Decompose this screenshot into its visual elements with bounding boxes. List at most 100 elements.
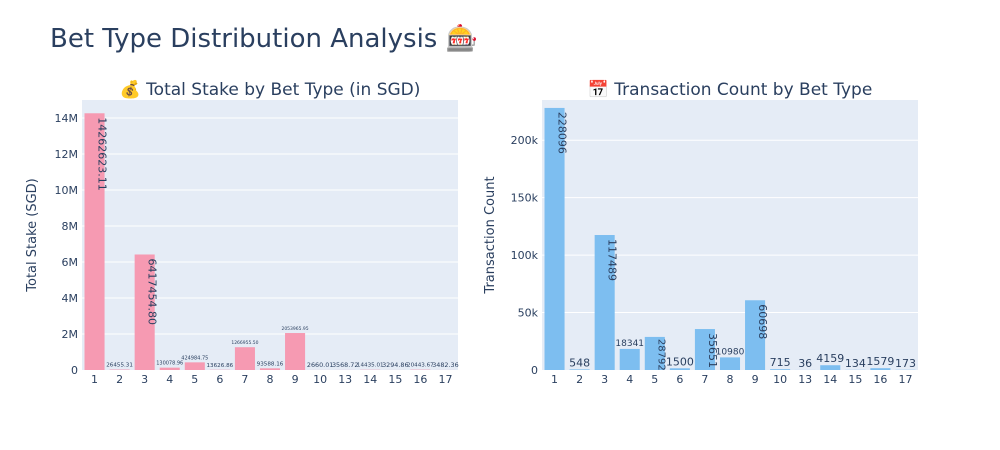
count-data-label: 60698 — [756, 304, 769, 339]
stake-data-label: 424984.75 — [181, 355, 208, 361]
stake-data-label: 14435.01 — [357, 363, 384, 369]
count-y-tick-label: 150k — [511, 192, 539, 205]
stake-bar — [184, 362, 205, 370]
count-x-tick-label: 4 — [626, 373, 633, 386]
stake-x-tick-label: 15 — [388, 373, 402, 386]
count-chart: 0 50k 100k 150k 200k 1 2 3 4 5 6 7 8 9 10 13 14 15 16 17 228… — [483, 79, 918, 386]
stake-data-label: 2053965.95 — [281, 326, 308, 332]
count-bar — [820, 365, 841, 370]
count-data-label: 1579 — [866, 355, 894, 368]
count-x-tick-label: 8 — [727, 373, 734, 386]
count-y-tick-label: 200k — [511, 134, 539, 147]
page-title: Bet Type Distribution Analysis 🎰 — [50, 24, 478, 54]
stake-x-tick-label: 10 — [313, 373, 327, 386]
stake-data-label: 130078.96 — [156, 361, 183, 367]
count-data-label: 548 — [569, 356, 590, 369]
stake-bar — [234, 347, 255, 370]
count-x-tick-label: 15 — [848, 373, 862, 386]
count-bar — [544, 107, 565, 371]
count-y-axis-title: Transaction Count — [483, 176, 498, 294]
count-x-tick-label: 9 — [752, 373, 759, 386]
count-x-tick-label: 16 — [873, 373, 887, 386]
stake-bar — [84, 113, 105, 371]
count-x-tick-label: 14 — [823, 373, 837, 386]
stake-x-tick-label: 17 — [438, 373, 452, 386]
stake-data-label: 13626.86 — [207, 363, 234, 369]
stake-chart-title: 💰 Total Stake by Bet Type (in SGD) — [120, 79, 421, 100]
stake-data-label: 3568.72 — [332, 361, 358, 369]
stake-data-label: 26455.31 — [106, 363, 133, 369]
count-bar — [619, 348, 640, 370]
count-bar — [569, 369, 590, 370]
count-y-tick-label: 100k — [511, 249, 539, 262]
stake-data-label: 1266955.50 — [231, 340, 258, 346]
count-x-tick-label: 17 — [898, 373, 912, 386]
count-x-tick-label: 13 — [798, 373, 812, 386]
stake-x-tick-label: 3 — [141, 373, 148, 386]
count-x-tick-label: 6 — [676, 373, 683, 386]
stake-x-tick-label: 14 — [363, 373, 377, 386]
count-data-label: 134 — [845, 357, 866, 370]
stake-data-label: 2660.01 — [307, 361, 333, 369]
stake-bar — [159, 367, 180, 370]
count-data-label: 715 — [770, 356, 791, 369]
count-data-label: 173 — [895, 357, 916, 370]
count-data-label: 36 — [798, 357, 812, 370]
stake-x-tick-label: 1 — [91, 373, 98, 386]
stake-x-tick-label: 7 — [241, 373, 248, 386]
stake-y-tick-label: 14M — [55, 112, 79, 125]
stake-x-tick-label: 9 — [292, 373, 299, 386]
count-bar — [870, 368, 891, 370]
stake-bar — [134, 254, 155, 370]
stake-data-label: 93588.16 — [257, 361, 284, 367]
count-bar — [745, 300, 766, 370]
stake-data-label: 3482.36 — [432, 361, 458, 369]
stake-y-tick-label: 2M — [62, 328, 79, 341]
count-x-tick-label: 2 — [576, 373, 583, 386]
count-data-label: 117489 — [606, 239, 619, 281]
stake-data-label: 14262623.11 — [96, 117, 109, 190]
stake-x-tick-label: 13 — [338, 373, 352, 386]
stake-chart: 0 2M 4M 6M 8M 10M 12M 14M 1 2 3 4 5 6 7 8 9 10 13 14 15 16 17 1… — [25, 79, 459, 386]
stake-data-label: 6417454.80 — [146, 258, 159, 324]
count-data-label: 28792 — [655, 339, 666, 371]
stake-y-tick-label: 6M — [62, 256, 79, 269]
count-data-label: 228096 — [556, 112, 569, 154]
stake-y-axis-title: Total Stake (SGD) — [25, 178, 40, 292]
count-data-label: 1500 — [666, 355, 694, 368]
stake-bar — [259, 368, 281, 370]
stake-x-tick-label: 2 — [116, 373, 123, 386]
count-x-tick-label: 3 — [601, 373, 608, 386]
stake-data-label: 3294.86 — [382, 361, 408, 369]
stake-y-tick-label: 10M — [55, 184, 79, 197]
count-y-tick-label: 50k — [518, 307, 539, 320]
count-chart-title: 📅 Transaction Count by Bet Type — [588, 79, 873, 100]
stake-data-label: 20443.67 — [407, 363, 434, 369]
stake-x-tick-label: 5 — [191, 373, 198, 386]
stake-y-tick-label: 4M — [62, 292, 79, 305]
count-bar — [594, 235, 615, 370]
count-data-label: 35651 — [706, 333, 719, 368]
count-bar — [669, 368, 690, 370]
count-bar — [770, 369, 791, 370]
count-bar — [694, 329, 715, 370]
count-x-tick-label: 5 — [651, 373, 658, 386]
stake-y-tick-label: 8M — [62, 220, 79, 233]
stake-y-tick-label: 0 — [71, 364, 78, 377]
stake-x-tick-label: 4 — [166, 373, 173, 386]
stake-y-tick-label: 12M — [55, 148, 79, 161]
count-bar — [719, 357, 741, 370]
stake-x-tick-label: 8 — [267, 373, 274, 386]
count-bar — [644, 336, 665, 370]
count-data-label: 10980 — [716, 347, 745, 357]
count-x-tick-label: 10 — [773, 373, 787, 386]
count-y-tick-label: 0 — [531, 364, 538, 377]
count-x-tick-label: 7 — [701, 373, 708, 386]
count-x-tick-label: 1 — [551, 373, 558, 386]
count-data-label: 18341 — [615, 339, 644, 349]
count-data-label: 4159 — [816, 352, 844, 365]
stake-x-tick-label: 16 — [413, 373, 427, 386]
stake-x-tick-label: 6 — [216, 373, 223, 386]
stake-bar — [285, 333, 306, 370]
